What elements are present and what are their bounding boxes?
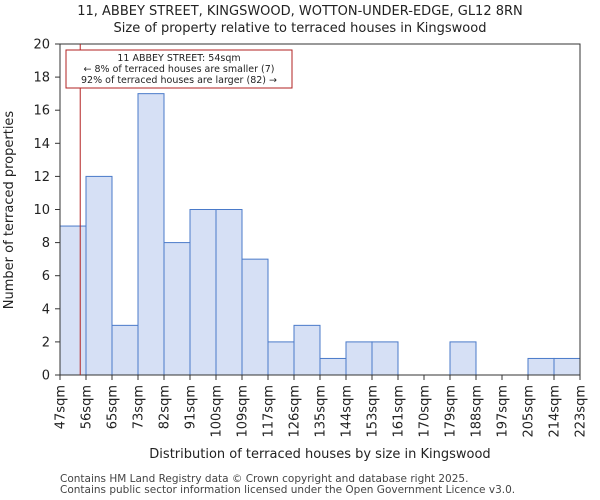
bar-153sqm <box>371 341 399 376</box>
x-tick-label: 144sqm <box>340 385 355 438</box>
y-tick-label: 6 <box>42 269 50 284</box>
bar-73sqm <box>137 93 165 376</box>
bar-56sqm <box>85 175 113 376</box>
bar-144sqm <box>345 341 373 376</box>
x-tick-label: 188sqm <box>470 385 485 438</box>
bar-65sqm <box>111 324 139 376</box>
bar-214sqm <box>553 357 581 376</box>
x-tick-label: 126sqm <box>288 385 303 438</box>
y-tick-label: 0 <box>42 369 50 384</box>
chart-title: 11, ABBEY STREET, KINGSWOOD, WOTTON-UNDE… <box>77 4 523 19</box>
y-tick-label: 18 <box>33 71 50 86</box>
plot-frame <box>59 43 581 376</box>
x-tick-label: 170sqm <box>418 385 433 438</box>
x-tick-label: 100sqm <box>210 385 225 438</box>
annotation-box: 11 ABBEY STREET: 54sqm ← 8% of terraced … <box>65 49 293 89</box>
x-tick-label: 135sqm <box>314 385 329 438</box>
bar-91sqm <box>189 209 217 376</box>
x-tick-label: 197sqm <box>496 385 511 438</box>
x-tick-label: 56sqm <box>80 385 95 429</box>
bar-117sqm <box>267 341 295 376</box>
y-tick-label: 8 <box>42 236 50 251</box>
x-tick-label: 179sqm <box>444 385 459 438</box>
x-tick-label: 223sqm <box>574 385 589 438</box>
footer-line-1: Contains HM Land Registry data © Crown c… <box>60 473 469 485</box>
x-tick-label: 205sqm <box>522 385 537 438</box>
bar-82sqm <box>163 242 191 376</box>
x-tick-label: 161sqm <box>392 385 407 438</box>
x-tick-label: 109sqm <box>236 385 251 438</box>
y-tick-label: 10 <box>33 203 50 218</box>
x-tick-label: 91sqm <box>184 385 199 429</box>
x-tick-label: 82sqm <box>158 385 173 429</box>
bar-109sqm <box>241 258 269 376</box>
y-tick-label: 14 <box>33 137 50 152</box>
x-tick-label: 214sqm <box>548 385 563 438</box>
x-tick-label: 65sqm <box>106 385 121 429</box>
bar-100sqm <box>215 209 243 376</box>
chart-subtitle: Size of property relative to terraced ho… <box>114 21 487 36</box>
x-tick-label: 153sqm <box>366 385 381 438</box>
y-tick-label: 16 <box>33 104 50 119</box>
annotation-line-2: ← 8% of terraced houses are smaller (7) <box>84 64 275 75</box>
y-axis-label: Number of terraced properties <box>2 111 17 310</box>
bar-126sqm <box>293 324 321 376</box>
x-axis-label: Distribution of terraced houses by size … <box>149 447 490 462</box>
y-tick-label: 4 <box>42 302 50 317</box>
annotation-frame <box>65 49 293 89</box>
bar-205sqm <box>527 357 555 376</box>
bars-group <box>59 93 581 376</box>
y-tick-label: 20 <box>33 38 50 53</box>
x-ticks-group: 47sqm 56sqm 65sqm 73sqm 82sqm 91sqm 100sqm 109s… <box>54 375 589 438</box>
x-tick-label: 117sqm <box>262 385 277 438</box>
y-tick-label: 12 <box>33 170 50 185</box>
y-ticks-group: 0 2 4 6 8 10 12 14 16 18 20 <box>33 38 60 384</box>
bar-47sqm <box>59 225 87 376</box>
annotation-line-1: 11 ABBEY STREET: 54sqm <box>117 53 240 64</box>
x-tick-label: 73sqm <box>132 385 147 429</box>
bar-135sqm <box>319 357 347 376</box>
bar-179sqm <box>449 341 477 376</box>
y-tick-label: 2 <box>42 335 50 350</box>
footer-line-2: Contains public sector information licen… <box>60 484 516 496</box>
annotation-line-3: 92% of terraced houses are larger (82) → <box>81 75 277 86</box>
x-tick-label: 47sqm <box>54 385 69 429</box>
